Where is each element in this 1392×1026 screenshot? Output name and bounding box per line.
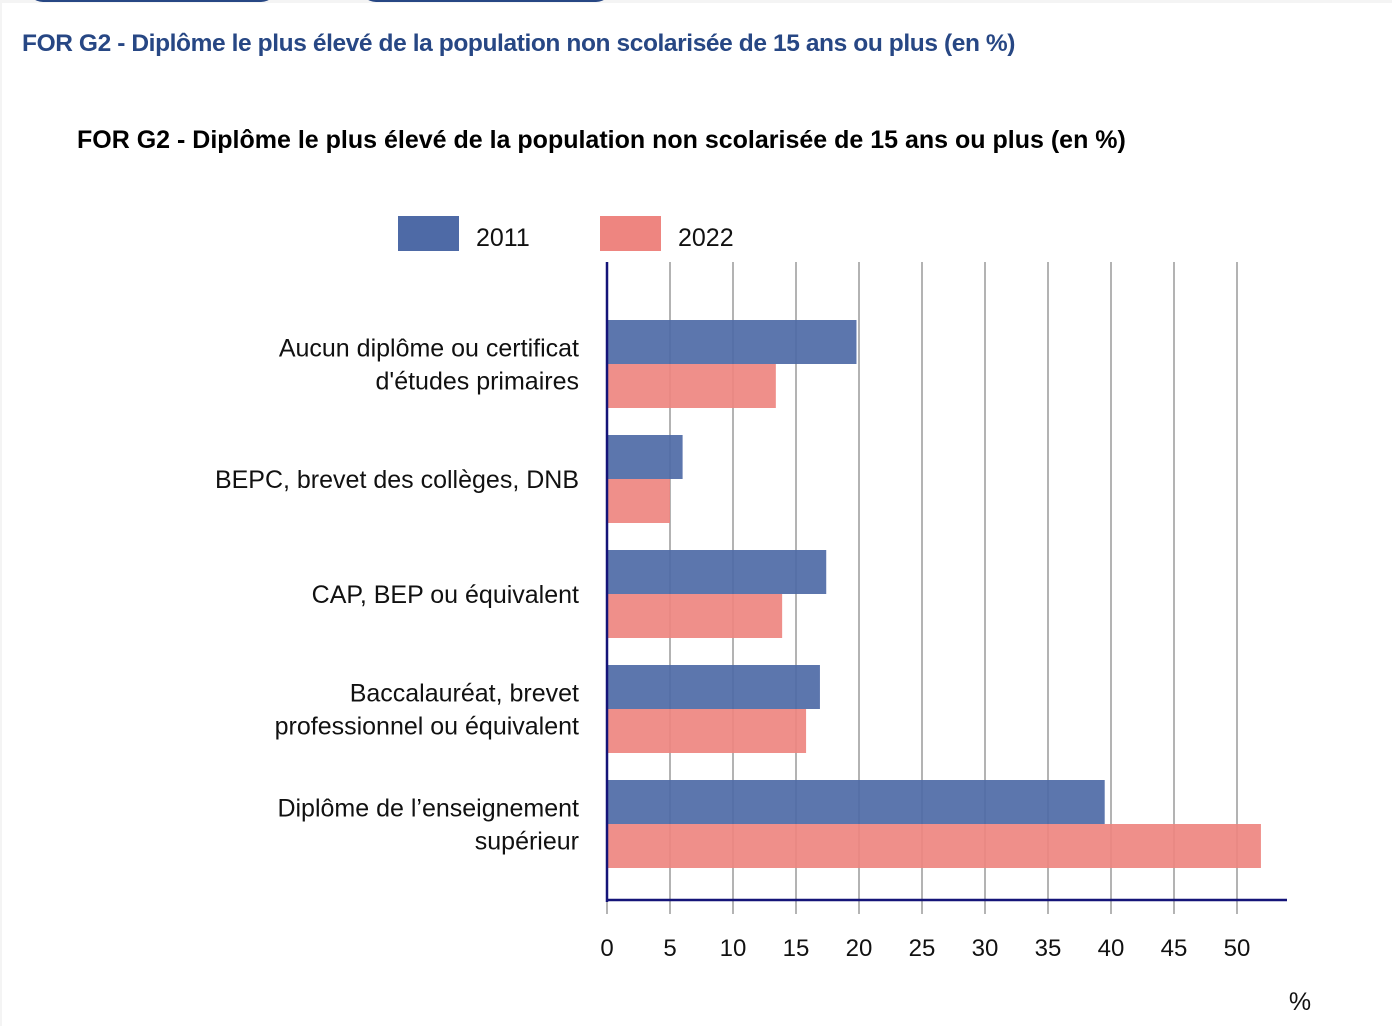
bar-2011-0 bbox=[607, 320, 857, 364]
x-tick-label-15: 15 bbox=[783, 935, 810, 962]
bar-2022-4 bbox=[607, 824, 1261, 868]
x-tick-label-40: 40 bbox=[1098, 935, 1125, 962]
legend-swatch-2022 bbox=[600, 216, 661, 251]
top-tab-button-2[interactable] bbox=[360, 0, 612, 2]
x-tick-label-5: 5 bbox=[663, 935, 676, 962]
x-tick-label-10: 10 bbox=[720, 935, 747, 962]
page-title: FOR G2 - Diplôme le plus élevé de la pop… bbox=[22, 30, 1016, 57]
x-tick-label-0: 0 bbox=[600, 935, 613, 962]
x-tick-label-50: 50 bbox=[1224, 935, 1251, 962]
category-label-1: BEPC, brevet des collèges, DNB bbox=[215, 466, 579, 494]
category-label-0-line1: Aucun diplôme ou certificat bbox=[279, 335, 579, 363]
category-label-4-line1: Diplôme de l’enseignement bbox=[277, 795, 579, 823]
bar-2022-2 bbox=[607, 594, 783, 638]
bar-2011-2 bbox=[607, 550, 827, 594]
top-tab-button-1[interactable] bbox=[27, 0, 277, 2]
x-tick-label-45: 45 bbox=[1161, 935, 1188, 962]
category-label-2: CAP, BEP ou équivalent bbox=[312, 581, 579, 609]
category-label-3-line1: Baccalauréat, brevet bbox=[350, 680, 579, 708]
x-tick-label-20: 20 bbox=[846, 935, 873, 962]
x-axis-label: % bbox=[1289, 988, 1311, 1016]
bar-2022-1 bbox=[607, 479, 670, 523]
legend-swatch-2011 bbox=[398, 216, 459, 251]
legend-label-2022: 2022 bbox=[678, 224, 734, 252]
category-label-0-line2: d'études primaires bbox=[376, 368, 579, 396]
x-tick-label-35: 35 bbox=[1035, 935, 1062, 962]
bar-2011-1 bbox=[607, 435, 683, 479]
category-label-3-line2: professionnel ou équivalent bbox=[275, 713, 579, 741]
x-tick-label-25: 25 bbox=[909, 935, 936, 962]
chart-title: FOR G2 - Diplôme le plus élevé de la pop… bbox=[77, 126, 1126, 154]
legend-label-2011: 2011 bbox=[476, 224, 530, 252]
bar-2011-4 bbox=[607, 780, 1105, 824]
x-tick-label-30: 30 bbox=[972, 935, 999, 962]
category-label-4-line2: supérieur bbox=[475, 828, 579, 856]
bar-2022-3 bbox=[607, 709, 807, 753]
bar-2022-0 bbox=[607, 364, 776, 408]
bar-2011-3 bbox=[607, 665, 820, 709]
